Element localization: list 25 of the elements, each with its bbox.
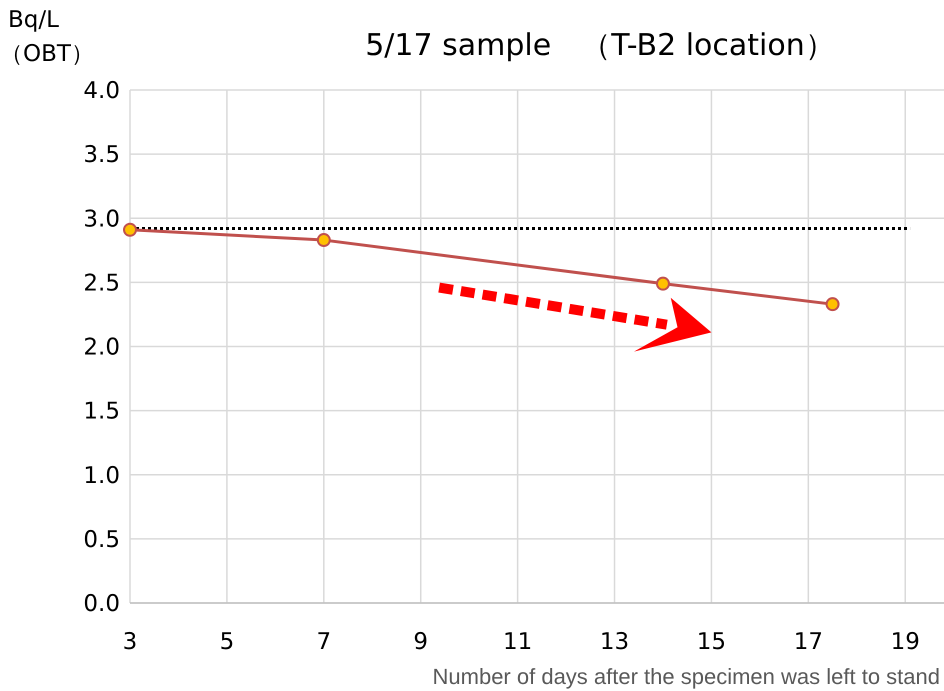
chart-title: 5/17 sample （T-B2 location） [365,28,835,63]
y-tick-label: 3.0 [83,206,120,232]
y-tick-label: 4.0 [83,78,120,104]
y-tick-label: 1.0 [83,462,120,489]
x-tick-label: 15 [696,629,726,655]
x-tick-label: 9 [413,629,428,655]
y-tick-label: 0.5 [83,526,120,553]
x-tick-label: 17 [794,629,823,655]
y-tick-label: 2.5 [83,270,120,296]
point [123,222,137,237]
x-axis-title: Number of days after the specimen was left to stand [432,664,940,689]
x-tick-label: 13 [600,629,630,655]
y-tick-label: 3.5 [83,142,120,168]
x-tick-label: 19 [890,629,920,655]
x-tick-label: 5 [220,629,234,655]
y-tick-label: 1.5 [83,398,120,425]
point [656,276,670,291]
x-tick-label: 11 [502,629,532,655]
point [316,233,331,248]
x-tick-label: 3 [122,629,138,655]
y-axis-title: Bq/L （OBT） [0,7,94,67]
y-tick-label: 2.0 [83,334,120,360]
x-tick-label: 7 [316,629,332,655]
point [826,297,840,312]
y-tick-label: 0.0 [83,591,120,617]
